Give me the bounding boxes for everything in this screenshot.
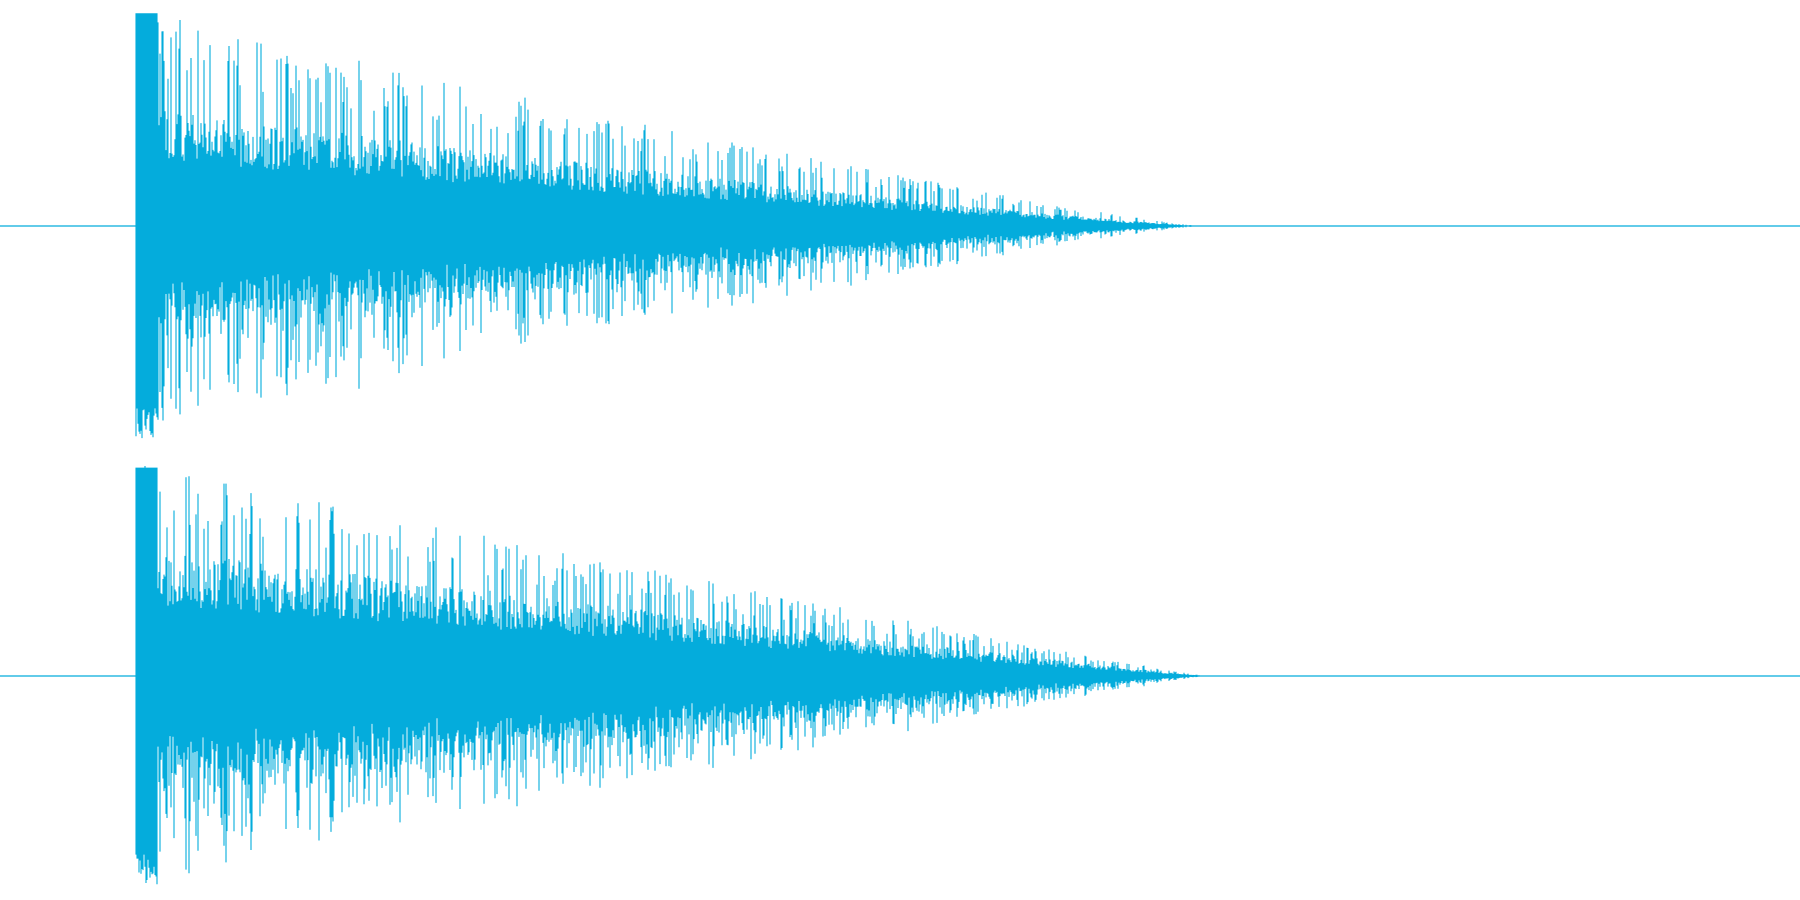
- channel-left-waveform: [135, 13, 1199, 439]
- waveform-channel-left: [0, 13, 1800, 439]
- waveform-channel-right: [0, 466, 1800, 885]
- channel-right-waveform: [135, 466, 1205, 885]
